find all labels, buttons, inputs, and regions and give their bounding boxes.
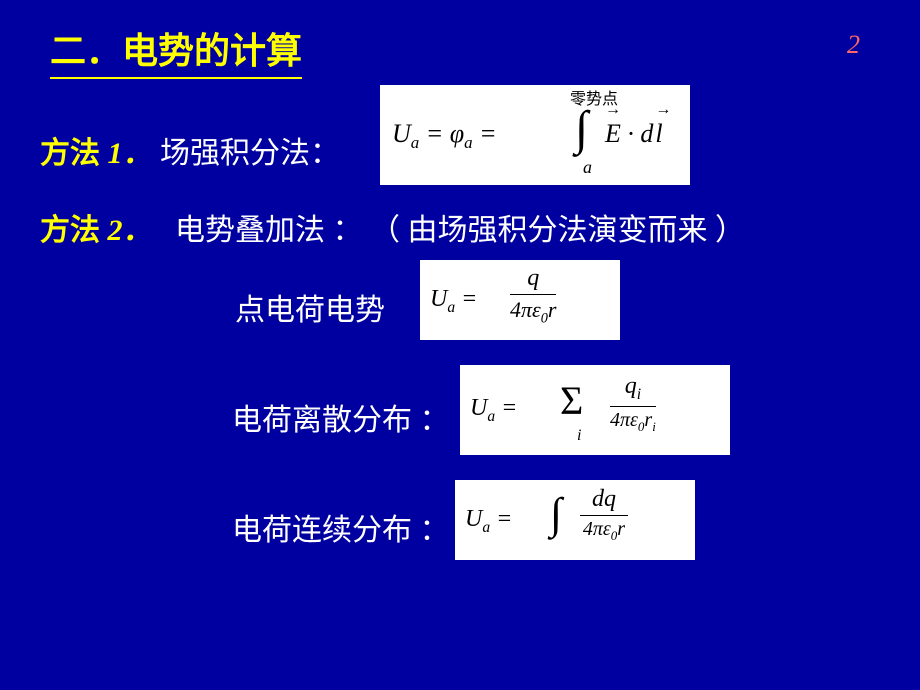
method1-name: 场强积分法： bbox=[160, 137, 340, 170]
f2-num: q bbox=[510, 265, 556, 295]
slide-number: 2 bbox=[847, 30, 860, 60]
section-title: 二．电势的计算 bbox=[50, 22, 302, 79]
method1-label: 方法 1． bbox=[40, 137, 160, 170]
formula-point-charge: Ua = q 4πε0r bbox=[420, 260, 620, 340]
f1-lower-limit: a bbox=[583, 157, 592, 178]
sub2-label: 电荷离散分布 ： bbox=[232, 395, 450, 439]
f3-num: qi bbox=[610, 373, 656, 407]
method1-num: 1． bbox=[108, 137, 153, 170]
formula-discrete: Ua = Σ i qi 4πε0ri bbox=[460, 365, 730, 455]
f3-sum-index: i bbox=[577, 427, 581, 445]
method2-line: 方法 2． 电势叠加法 ： （ 由场强积分法演变而来 ） bbox=[40, 205, 745, 249]
method2-label: 方法 2． bbox=[40, 214, 160, 247]
formula-continuous: Ua = ∫ dq 4πε0r bbox=[455, 480, 695, 560]
integral-icon-2: ∫ bbox=[550, 488, 562, 539]
f2-frac: q 4πε0r bbox=[510, 265, 556, 327]
sub1-label: 点电荷电势 bbox=[235, 285, 385, 329]
f1-lhs: Ua = φa = bbox=[392, 119, 497, 153]
f2-lhs: Ua = bbox=[430, 286, 477, 317]
f1-rhs: E · dl bbox=[605, 119, 663, 149]
f3-lhs: Ua = bbox=[470, 395, 517, 426]
method2-num: 2． bbox=[108, 214, 153, 247]
method2-word: 方法 bbox=[40, 214, 100, 247]
f4-den: 4πε0r bbox=[580, 516, 628, 544]
f3-den: 4πε0ri bbox=[610, 407, 656, 435]
f4-lhs: Ua = bbox=[465, 506, 512, 537]
sum-icon: Σ bbox=[560, 377, 583, 424]
method1-word: 方法 bbox=[40, 137, 100, 170]
sub3-label: 电荷连续分布 ： bbox=[232, 505, 450, 549]
f4-frac: dq 4πε0r bbox=[580, 486, 628, 544]
formula-field-integral: Ua = φa = 零势点 ∫ a E · dl bbox=[380, 85, 690, 185]
integral-icon: ∫ bbox=[575, 101, 588, 156]
f3-frac: qi 4πε0ri bbox=[610, 373, 656, 435]
method2-note: （ 由场强积分法演变而来 ） bbox=[370, 214, 745, 247]
method2-name: 电势叠加法 ： bbox=[175, 214, 363, 247]
method1-line: 方法 1． 场强积分法： bbox=[40, 128, 340, 172]
f4-num: dq bbox=[580, 486, 628, 516]
f2-den: 4πε0r bbox=[510, 295, 556, 327]
